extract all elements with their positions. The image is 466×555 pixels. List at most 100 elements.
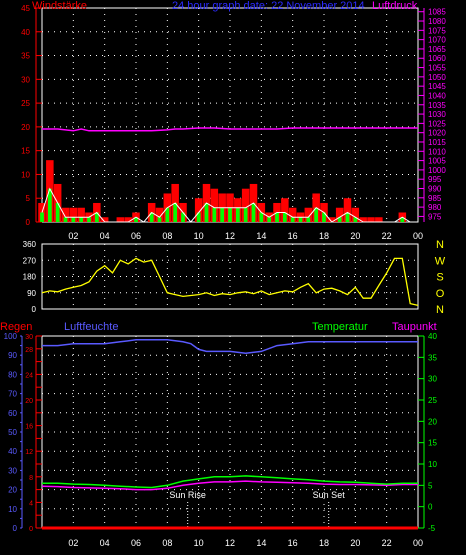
pressure-y-tick: 1010 — [428, 147, 446, 156]
wind-gust-bar — [241, 188, 250, 222]
wind-avg-bar — [204, 202, 209, 222]
humidity-y-tick: 60 — [8, 409, 17, 418]
wind-avg-bar — [353, 217, 358, 222]
wind-avg-bar — [134, 217, 138, 222]
wind-avg-bar — [298, 217, 303, 222]
wind-title: Windstärke — [32, 0, 88, 12]
direction-y-tick: 360 — [23, 240, 37, 249]
rain-y-tick: 8 — [29, 475, 33, 482]
x-tick-label: 04 — [100, 231, 110, 241]
x-tick-label: 20 — [350, 231, 360, 241]
x-tick-label: 00 — [413, 538, 423, 548]
rain-y-tick: 20 — [25, 398, 33, 405]
wind-avg-bar — [87, 217, 91, 222]
wind-gust-bar — [359, 217, 367, 222]
pressure-title: Luftdruck — [372, 0, 418, 12]
x-tick-label: 22 — [382, 231, 392, 241]
pressure-y-tick: 980 — [428, 203, 442, 212]
pressure-y-tick: 1075 — [428, 26, 446, 35]
wind-avg-bar — [235, 207, 240, 222]
wind-gust-bar — [367, 217, 375, 222]
x-tick-label: 20 — [350, 538, 360, 548]
rain-y-tick: 12 — [25, 449, 33, 456]
pressure-y-tick: 1060 — [428, 54, 446, 63]
x-tick-label: 08 — [162, 538, 172, 548]
wind-gust-bar — [328, 217, 336, 222]
wind-gust-bar — [375, 217, 383, 222]
wind-avg-bar — [55, 202, 60, 222]
temp-y-tick: 35 — [428, 353, 437, 362]
wind-avg-bar — [149, 212, 154, 222]
wind-avg-bar — [47, 188, 52, 222]
direction-plot-frame — [41, 243, 419, 310]
humidity-y-tick: 40 — [8, 447, 17, 456]
wind-y-tick: 10 — [21, 170, 30, 179]
humidity-y-tick: 100 — [4, 332, 18, 341]
pressure-y-tick: 975 — [428, 212, 442, 221]
humidity-title: Luftfeuchte — [64, 321, 119, 333]
direction-y-tick: 0 — [32, 305, 37, 314]
wind-avg-bar — [259, 212, 264, 222]
pressure-y-tick: 1070 — [428, 36, 446, 45]
wind-y-tick: 40 — [21, 28, 30, 37]
humidity-y-tick: 0 — [13, 524, 18, 533]
x-tick-label: 00 — [413, 231, 423, 241]
pressure-y-tick: 1040 — [428, 91, 446, 100]
x-tick-label: 10 — [194, 231, 204, 241]
x-tick-label: 06 — [131, 538, 141, 548]
wind-avg-bar — [196, 212, 201, 222]
wind-avg-bar — [79, 217, 84, 222]
direction-y-tick: 90 — [27, 289, 36, 298]
wind-avg-bar — [337, 217, 342, 222]
wind-gust-bar — [351, 207, 360, 222]
wind-avg-bar — [94, 212, 99, 222]
wind-gust-bar — [210, 188, 219, 222]
wind-gust-bar — [288, 207, 297, 222]
humidity-y-tick: 80 — [8, 370, 17, 379]
wind-avg-bar — [40, 212, 44, 222]
temp-y-tick: 5 — [428, 481, 433, 490]
temp-y-tick: -5 — [428, 524, 436, 533]
x-tick-label: 14 — [256, 538, 266, 548]
rain-y-tick: 24 — [25, 372, 33, 379]
pressure-y-tick: 1065 — [428, 45, 446, 54]
temp-y-tick: 0 — [428, 503, 433, 512]
wind-gust-bar — [61, 207, 70, 222]
compass-label: N — [436, 239, 444, 251]
x-tick-label: 12 — [225, 231, 235, 241]
x-tick-label: 10 — [194, 538, 204, 548]
direction-y-tick: 180 — [23, 273, 37, 282]
pressure-y-tick: 985 — [428, 194, 442, 203]
x-tick-label: 18 — [319, 538, 329, 548]
sunset-marker-label: Sun Set — [313, 490, 346, 500]
temp-y-tick: 15 — [428, 439, 437, 448]
x-tick-label: 02 — [68, 231, 78, 241]
humidity-y-tick: 90 — [8, 351, 17, 360]
x-tick-label: 06 — [131, 231, 141, 241]
wind-gust-bar — [155, 207, 164, 222]
wind-gust-bar — [281, 198, 289, 222]
wind-avg-bar — [400, 217, 405, 222]
wind-y-tick: 5 — [26, 194, 31, 203]
wind-avg-bar — [275, 212, 279, 222]
wind-avg-bar — [345, 212, 350, 222]
humidity-y-tick: 70 — [8, 390, 17, 399]
wind-gust-bar — [77, 207, 85, 222]
pressure-y-tick: 1020 — [428, 129, 446, 138]
sunrise-marker-label: Sun Rise — [169, 490, 206, 500]
compass-label: W — [435, 255, 446, 267]
wind-avg-bar — [290, 217, 295, 222]
wind-avg-bar — [181, 212, 185, 222]
x-tick-label: 14 — [256, 231, 266, 241]
pressure-y-tick: 995 — [428, 175, 442, 184]
pressure-y-tick: 1085 — [428, 8, 446, 17]
wind-y-tick: 15 — [21, 147, 30, 156]
wind-y-tick: 20 — [21, 123, 30, 132]
pressure-y-tick: 1080 — [428, 17, 446, 26]
pressure-y-tick: 1005 — [428, 157, 446, 166]
wind-y-tick: 25 — [21, 99, 30, 108]
rain-y-tick: 30 — [25, 334, 33, 341]
wind-gust-bar — [116, 217, 125, 222]
wind-avg-bar — [220, 207, 225, 222]
